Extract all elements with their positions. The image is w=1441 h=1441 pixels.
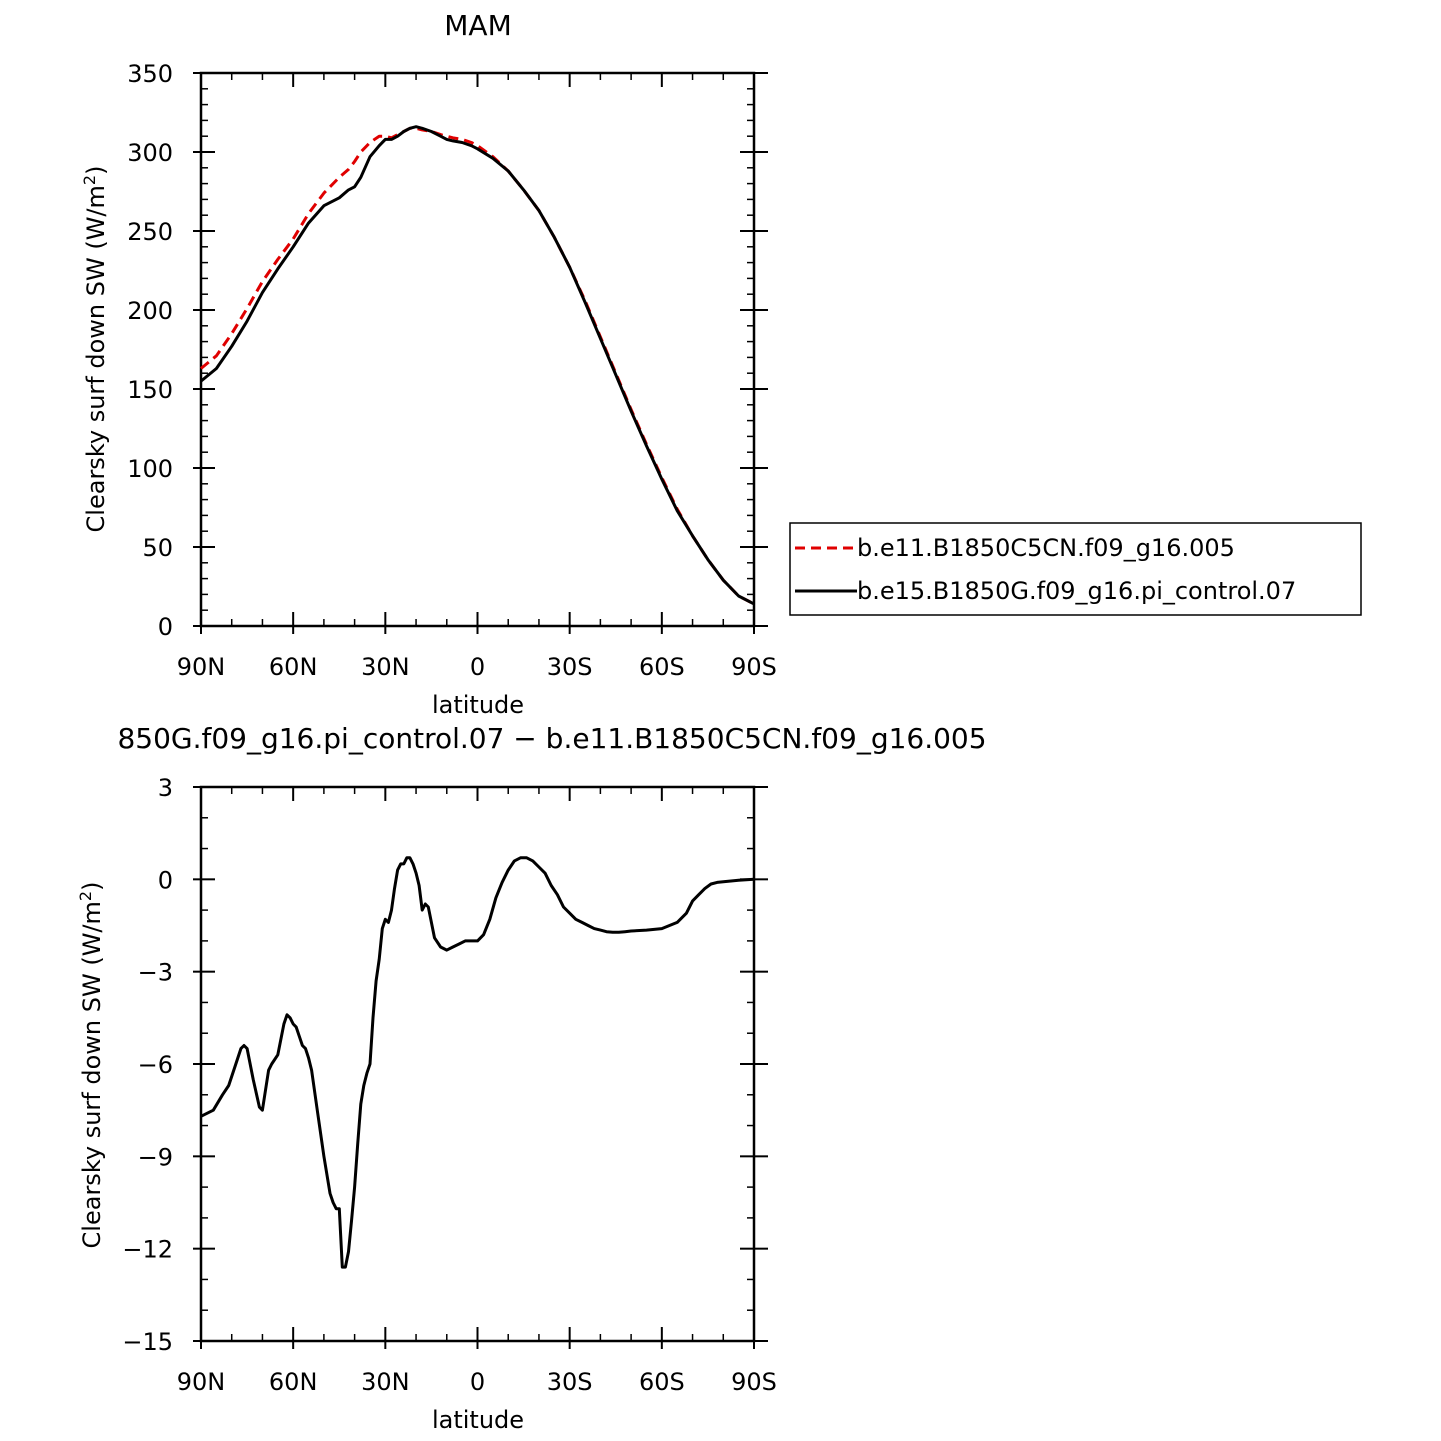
y-tick-label: 50 [142, 534, 173, 562]
top-plot-area: 90N 60N 30N 0 30S 60S 90S 0 50 100 150 200 250 300 350 [127, 60, 777, 681]
x-tick-label: 60S [639, 653, 685, 681]
x-tick-label: 30N [361, 1368, 410, 1396]
y-tick-label: 3 [158, 774, 173, 802]
y-tick-label: 100 [127, 455, 173, 483]
y-tick-label: 300 [127, 139, 173, 167]
x-tick-label: 30S [547, 653, 593, 681]
legend: b.e11.B1850C5CN.f09_g16.005 b.e15.B1850G… [789, 522, 1362, 616]
x-tick-label: 30S [547, 1368, 593, 1396]
x-tick-label: 90N [177, 1368, 226, 1396]
y-tick-label: −6 [138, 1051, 173, 1079]
y-tick-label: −3 [138, 959, 173, 987]
series-line-2 [200, 125, 755, 606]
y-tick-label: 350 [127, 60, 173, 88]
x-tick-label: 90N [177, 653, 226, 681]
top-y-axis-label: Clearsky surf down SW (W/m2) [80, 166, 111, 533]
legend-label-series-1: b.e11.B1850C5CN.f09_g16.005 [857, 534, 1235, 562]
y-tick-label: 250 [127, 218, 173, 246]
top-chart-title: MAM [444, 9, 511, 42]
bottom-plot-area: 90N 60N 30N 0 30S 60S 90S −15 −12 −9 −6 −3 0 3 [122, 774, 777, 1396]
series-line-1 [200, 126, 755, 606]
x-tick-label: 90S [731, 653, 777, 681]
bottom-x-axis-label: latitude [432, 1406, 524, 1434]
y-tick-label: 0 [158, 613, 173, 641]
x-tick-label: 30N [361, 653, 410, 681]
bottom-chart-title: 850G.f09_g16.pi_control.07 − b.e11.B1850… [117, 722, 986, 755]
bottom-y-axis-label: Clearsky surf down SW (W/m2) [76, 882, 107, 1249]
plot-frame [199, 785, 756, 1343]
x-tick-label: 0 [470, 653, 485, 681]
plot-frame [199, 71, 756, 628]
x-tick-label: 90S [731, 1368, 777, 1396]
y-tick-label: 200 [127, 297, 173, 325]
series-line-1 [200, 856, 755, 1269]
y-tick-label: −9 [138, 1143, 173, 1171]
legend-box [789, 522, 1362, 616]
legend-label-series-2: b.e15.B1850G.f09_g16.pi_control.07 [857, 577, 1296, 605]
y-tick-label: −12 [122, 1236, 173, 1264]
x-tick-label: 0 [470, 1368, 485, 1396]
y-tick-label: 0 [158, 866, 173, 894]
top-panel: MAM 90N 60N 30N 0 30S 60S 90S 0 50 100 150 200 250 30… [80, 9, 777, 719]
y-tick-label: −15 [122, 1328, 173, 1356]
y-tick-label: 150 [127, 376, 173, 404]
x-tick-label: 60N [269, 653, 318, 681]
x-tick-label: 60N [269, 1368, 318, 1396]
bottom-panel: 850G.f09_g16.pi_control.07 − b.e11.B1850… [76, 722, 987, 1434]
top-x-axis-label: latitude [432, 691, 524, 719]
x-tick-label: 60S [639, 1368, 685, 1396]
